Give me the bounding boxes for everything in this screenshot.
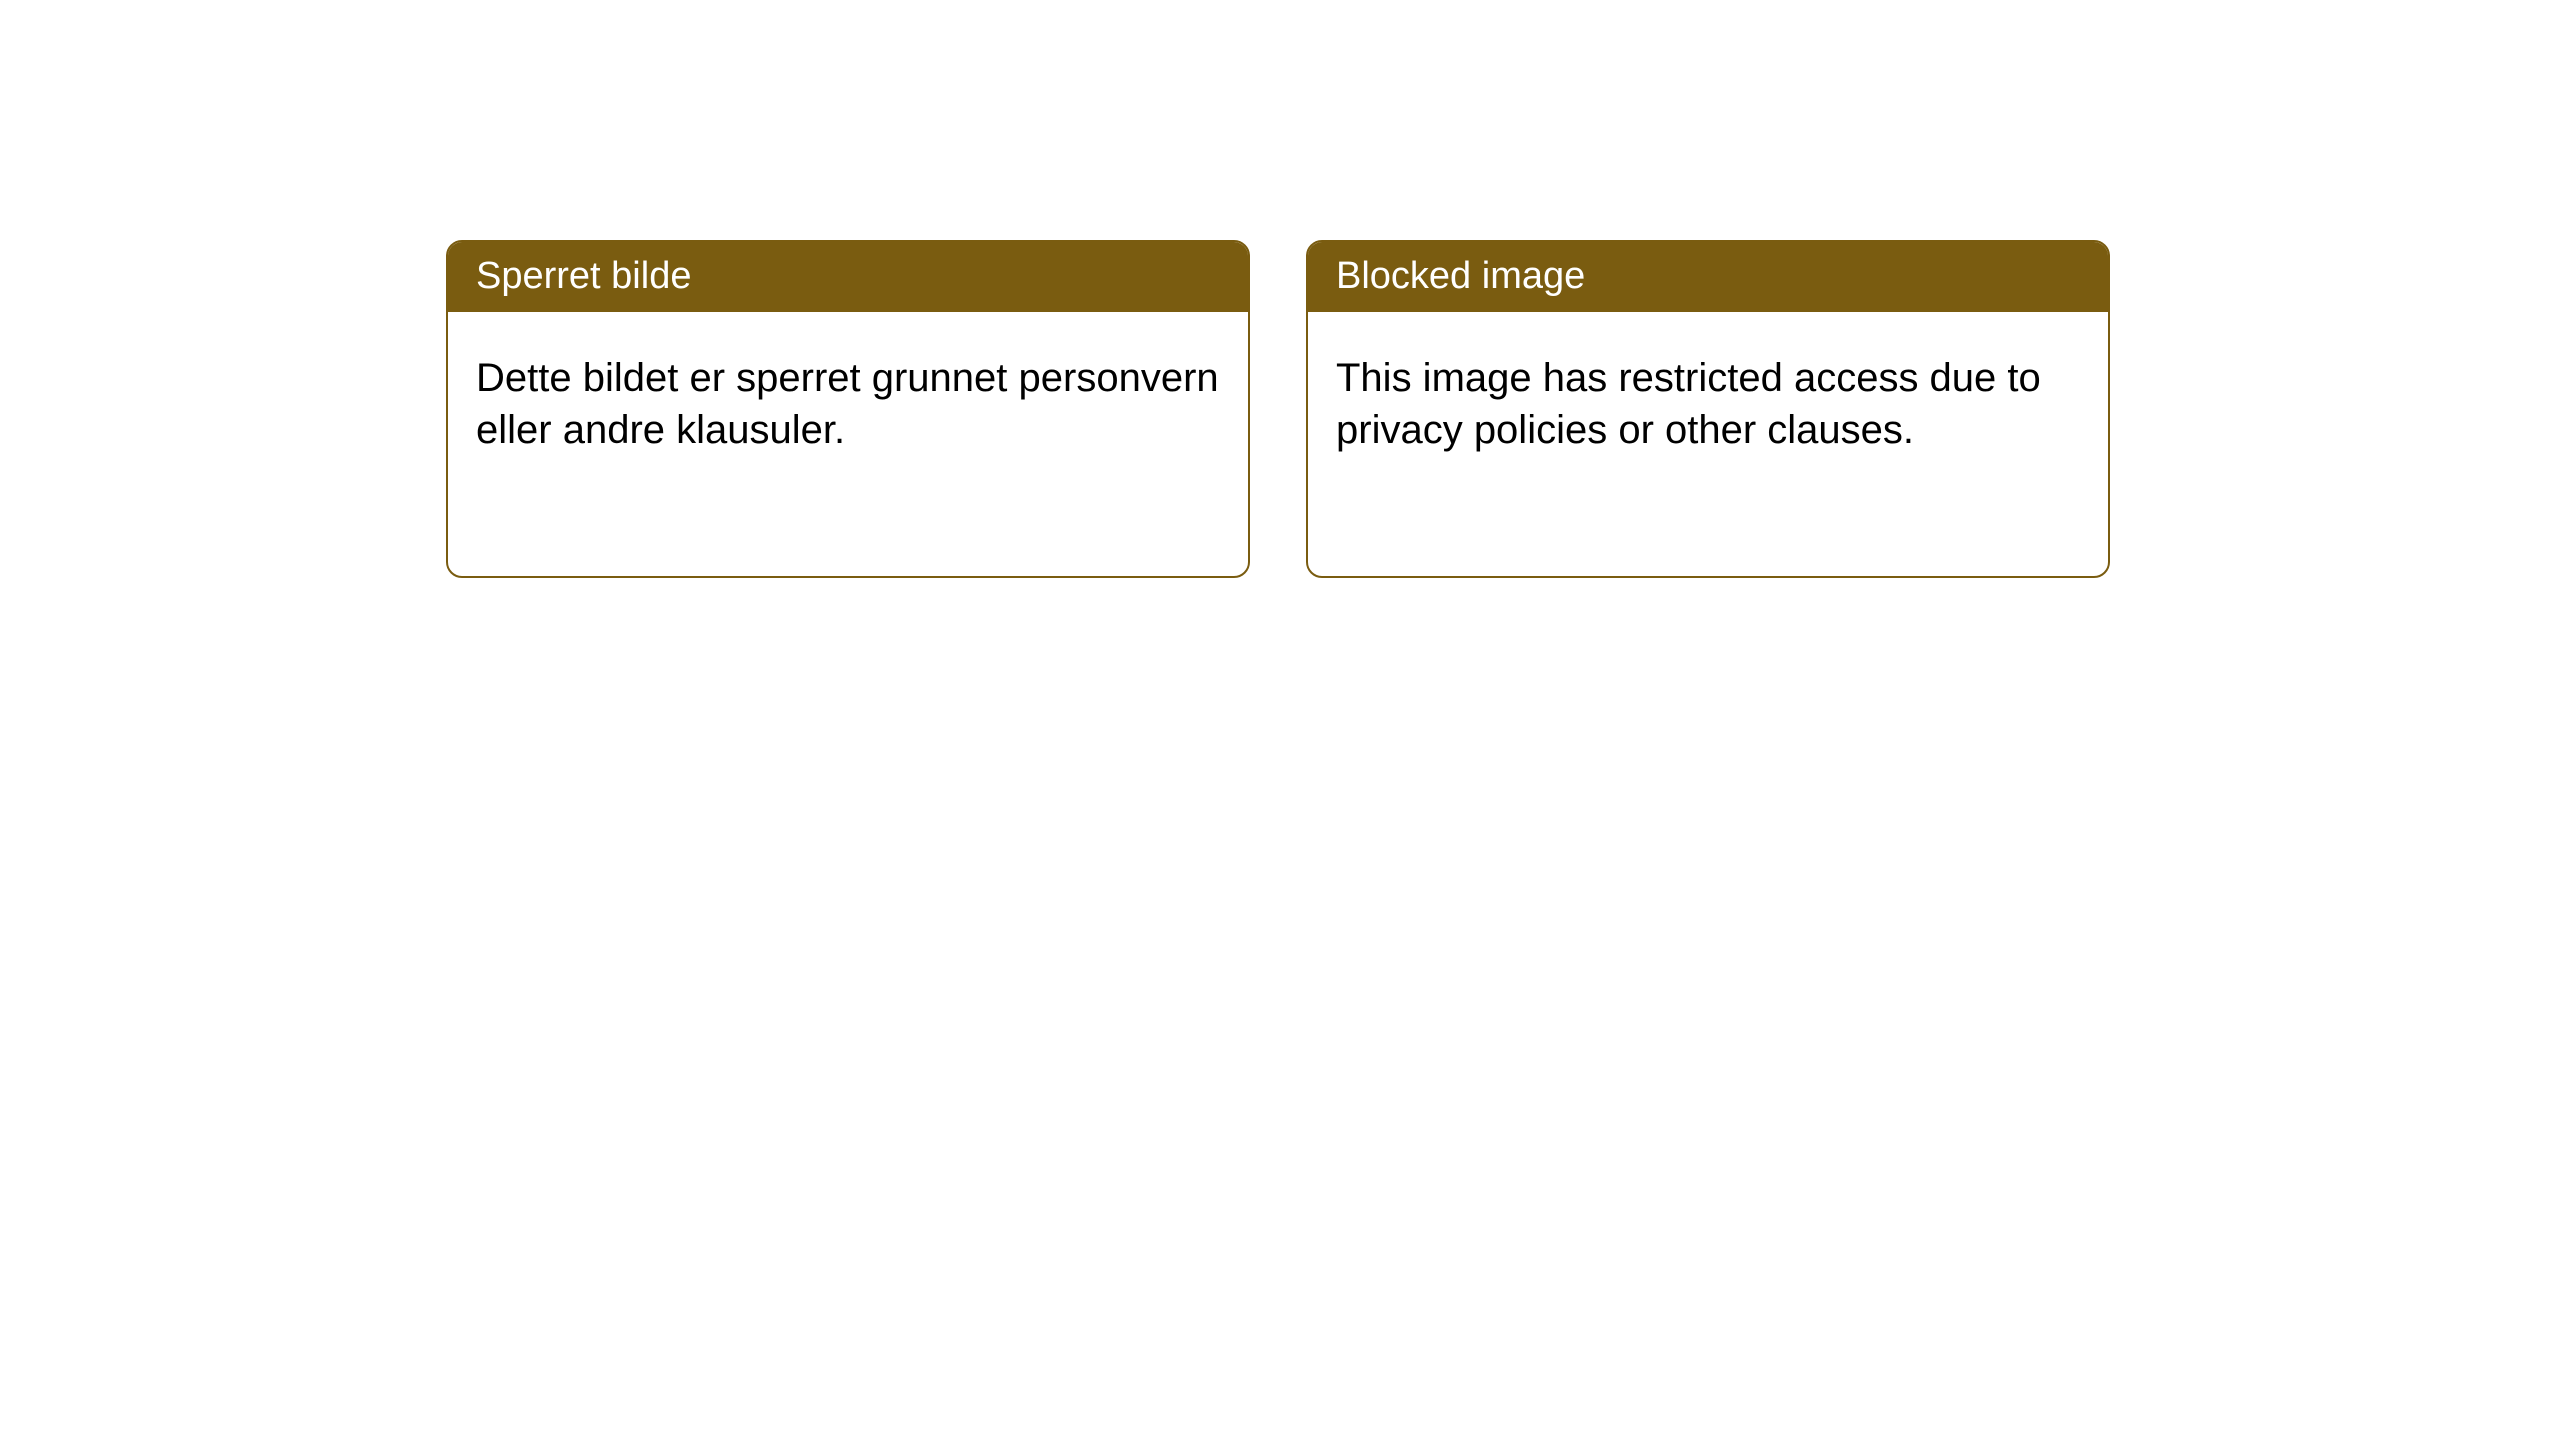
notice-container: Sperret bilde Dette bildet er sperret gr… xyxy=(0,0,2560,578)
notice-body-norwegian: Dette bildet er sperret grunnet personve… xyxy=(448,312,1248,496)
notice-card-english: Blocked image This image has restricted … xyxy=(1306,240,2110,578)
notice-title-english: Blocked image xyxy=(1308,242,2108,312)
notice-title-norwegian: Sperret bilde xyxy=(448,242,1248,312)
notice-body-english: This image has restricted access due to … xyxy=(1308,312,2108,496)
notice-card-norwegian: Sperret bilde Dette bildet er sperret gr… xyxy=(446,240,1250,578)
